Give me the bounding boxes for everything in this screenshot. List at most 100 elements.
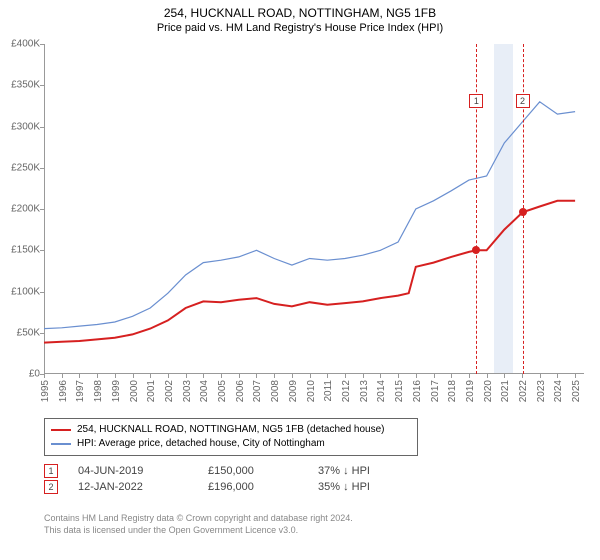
x-tick [221,374,222,378]
x-tick [44,374,45,378]
x-tick [363,374,364,378]
event-row-marker: 1 [44,464,58,478]
event-marker-box: 2 [516,94,530,108]
legend-label: HPI: Average price, detached house, City… [77,437,325,451]
x-tick-label: 2007 [252,380,263,402]
event-row: 212-JAN-2022£196,00035% ↓ HPI [44,480,370,494]
event-marker-box: 1 [469,94,483,108]
y-tick [40,333,44,334]
x-tick [115,374,116,378]
x-tick-label: 2011 [323,380,334,402]
event-price: £150,000 [208,465,298,477]
chart-lines [44,44,584,374]
y-tick [40,168,44,169]
x-tick-label: 2013 [359,380,370,402]
y-tick [40,250,44,251]
x-tick-label: 2003 [182,380,193,402]
legend-item: HPI: Average price, detached house, City… [51,437,411,451]
x-tick-label: 2002 [164,380,175,402]
x-tick [434,374,435,378]
x-tick [133,374,134,378]
x-tick-label: 2001 [146,380,157,402]
event-delta: 37% ↓ HPI [318,465,370,477]
x-tick [557,374,558,378]
x-tick [487,374,488,378]
y-tick-label: £400K [11,39,40,50]
x-tick [575,374,576,378]
x-tick-label: 2020 [483,380,494,402]
legend-label: 254, HUCKNALL ROAD, NOTTINGHAM, NG5 1FB … [77,423,385,437]
x-tick-label: 2004 [199,380,210,402]
page-title: 254, HUCKNALL ROAD, NOTTINGHAM, NG5 1FB [0,0,600,20]
event-marker-dot [519,208,527,216]
y-tick [40,209,44,210]
x-tick [345,374,346,378]
x-tick [522,374,523,378]
x-tick [97,374,98,378]
x-tick [540,374,541,378]
x-tick [79,374,80,378]
series-hpi [44,102,575,329]
event-row: 1 04-JUN-2019 £150,000 37% ↓ HPI [44,464,370,478]
chart-plot-area: £0£50K£100K£150K£200K£250K£300K£350K£400… [44,44,584,374]
x-tick-label: 2021 [500,380,511,402]
y-tick-label: £300K [11,121,40,132]
x-tick-label: 2008 [270,380,281,402]
x-tick-label: 2025 [571,380,582,402]
legend-box: 254, HUCKNALL ROAD, NOTTINGHAM, NG5 1FB … [44,418,418,456]
page-subtitle: Price paid vs. HM Land Registry's House … [0,20,600,38]
event-date: 04-JUN-2019 [78,465,188,477]
event-date: 12-JAN-2022 [78,481,188,493]
x-tick [203,374,204,378]
x-tick-label: 1996 [58,380,69,402]
x-tick-label: 2012 [341,380,352,402]
x-tick [62,374,63,378]
x-tick-label: 2005 [217,380,228,402]
legend-swatch [51,429,71,431]
x-tick [310,374,311,378]
x-tick [451,374,452,378]
y-tick-label: £50K [17,327,40,338]
x-tick-label: 2015 [394,380,405,402]
x-tick-label: 2024 [553,380,564,402]
x-tick-label: 1995 [40,380,51,402]
x-tick-label: 2018 [447,380,458,402]
y-tick [40,292,44,293]
x-tick-label: 2019 [465,380,476,402]
x-tick [256,374,257,378]
x-tick-label: 2009 [288,380,299,402]
y-tick-label: £100K [11,286,40,297]
y-tick-label: £0 [29,369,40,380]
credits-line-1: Contains HM Land Registry data © Crown c… [44,512,353,524]
x-tick-label: 1998 [93,380,104,402]
x-tick [239,374,240,378]
x-tick-label: 2010 [306,380,317,402]
y-tick-label: £150K [11,245,40,256]
x-tick-label: 1999 [111,380,122,402]
x-tick-label: 1997 [75,380,86,402]
x-tick [504,374,505,378]
x-tick-label: 2017 [430,380,441,402]
credits: Contains HM Land Registry data © Crown c… [44,512,353,536]
x-tick [380,374,381,378]
x-tick [168,374,169,378]
series-price_paid [44,201,575,343]
legend-item: 254, HUCKNALL ROAD, NOTTINGHAM, NG5 1FB … [51,423,411,437]
legend-swatch [51,443,71,445]
x-tick [150,374,151,378]
x-tick [327,374,328,378]
x-tick [416,374,417,378]
x-tick [186,374,187,378]
y-tick [40,44,44,45]
x-tick-label: 2023 [536,380,547,402]
y-tick-label: £200K [11,204,40,215]
x-tick [469,374,470,378]
events-table: 104-JUN-2019£150,00037% ↓ HPI212-JAN-202… [44,462,370,496]
y-tick [40,85,44,86]
x-tick-label: 2022 [518,380,529,402]
event-price: £196,000 [208,481,298,493]
x-tick-label: 2016 [412,380,423,402]
x-tick [274,374,275,378]
x-tick-label: 2000 [129,380,140,402]
x-tick [398,374,399,378]
